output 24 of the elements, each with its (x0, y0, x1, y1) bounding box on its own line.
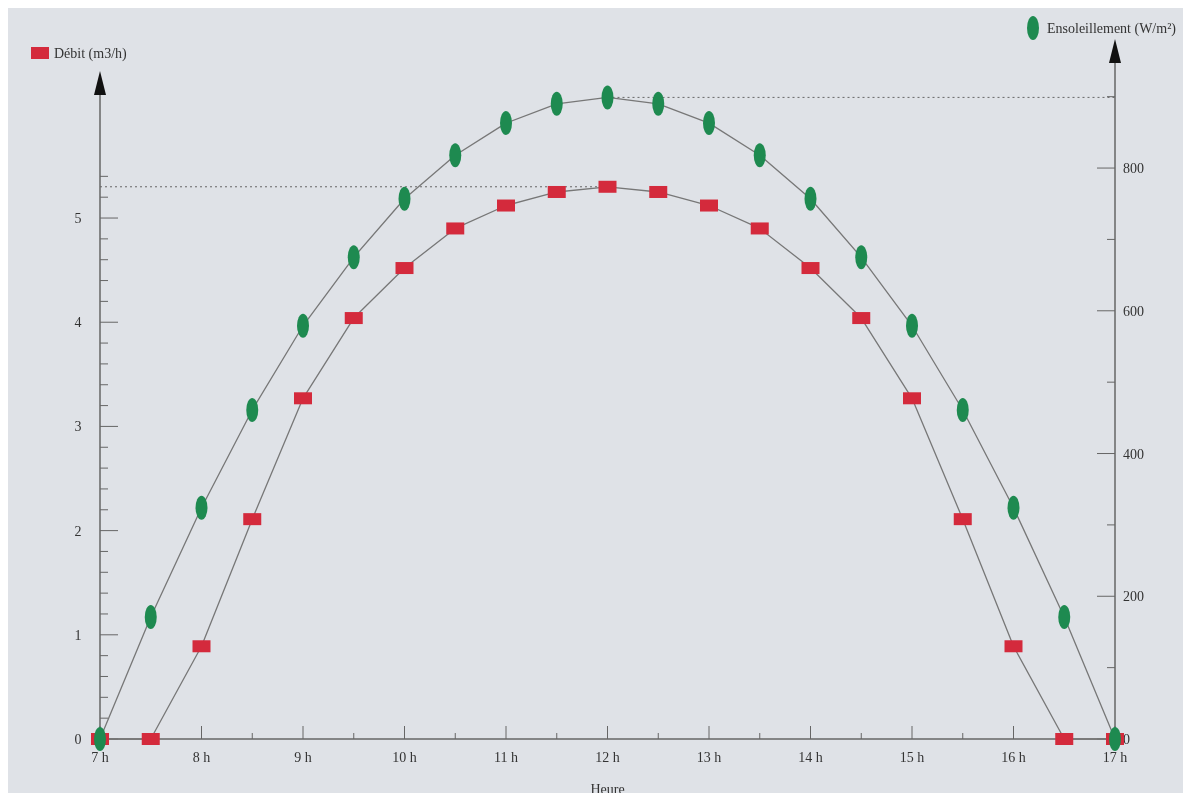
y-tick-label: 0 (74, 732, 82, 747)
legend-label: Ensoleillement (W/m²) (1047, 21, 1177, 37)
y-tick-label: 5 (74, 211, 82, 227)
y-tick-label: 3 (74, 419, 82, 435)
x-tick-label: 7 h (91, 750, 109, 765)
x-tick-label: 8 h (192, 750, 211, 765)
y-tick-label: 4 (74, 315, 82, 331)
y-tick-label: 1 (74, 627, 82, 643)
x-tick-label: 16 h (1001, 750, 1026, 765)
y2-tick-label: 800 (1123, 161, 1144, 177)
legend-label: Débit (m3/h) (54, 46, 128, 62)
x-tick-label: 11 h (494, 750, 518, 765)
x-tick-label: 17 h (1102, 750, 1128, 765)
x-tick-label: 9 h (294, 750, 312, 765)
y2-tick-label: 600 (1123, 303, 1144, 319)
x-tick-label: 13 h (696, 750, 722, 765)
x-tick-label: 14 h (798, 750, 823, 765)
x-tick-label: 15 h (899, 750, 925, 765)
y2-tick-label: 200 (1123, 589, 1144, 605)
x-tick-label: 10 h (392, 750, 417, 765)
x-tick-label: 12 h (595, 750, 620, 765)
y-tick-label: 2 (74, 523, 82, 539)
y2-tick-label: 0 (1123, 732, 1130, 747)
y2-tick-label: 400 (1123, 446, 1144, 462)
